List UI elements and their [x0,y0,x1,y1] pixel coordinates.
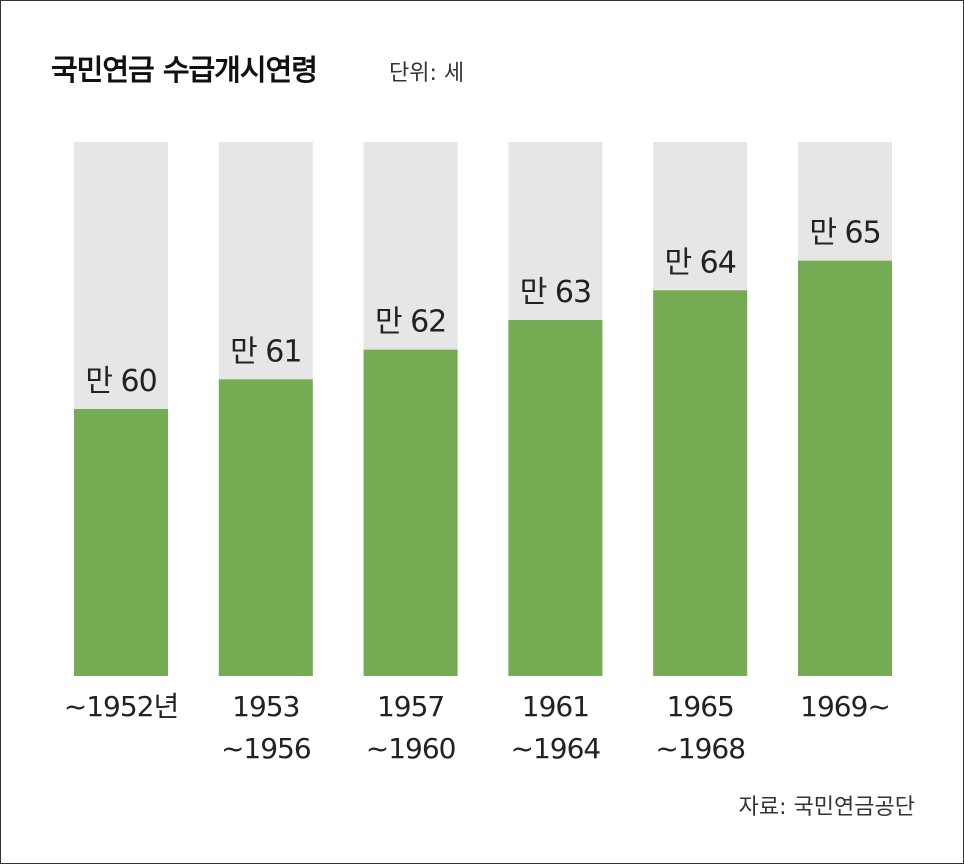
bar-value-label-3: 만 62 [375,305,446,340]
category-label-4-line-1: 1961 [522,690,589,723]
bar-3 [363,349,458,676]
bar-value-label-1: 만 60 [85,364,156,399]
category-label-3-line-1: 1957 [377,690,444,723]
category-label-2-line-1: 1953 [232,690,299,723]
source-note: 자료: 국민연금공단 [738,795,915,820]
bar-4 [508,320,603,676]
category-label-1-line-1: ~1952년 [64,690,178,723]
category-label-3-line-2: ~1960 [366,732,456,765]
category-label-5-line-1: 1965 [667,690,734,723]
chart-title: 국민연금 수급개시연령 [51,53,318,87]
bar-value-label-4: 만 63 [520,275,591,310]
bar-2 [218,379,313,676]
bar-value-label-5: 만 64 [665,245,736,280]
bar-1 [74,409,168,676]
bar-5 [653,290,748,676]
bar-value-label-6: 만 65 [809,216,880,251]
category-label-6-line-1: 1969~ [800,690,890,723]
category-label-4-line-2: ~1964 [511,732,601,765]
bar-value-label-2: 만 61 [230,334,301,369]
unit-label: 단위: 세 [389,61,465,86]
bar-6 [798,260,892,676]
category-label-2-line-2: ~1956 [221,732,311,765]
category-label-5-line-2: ~1968 [655,732,745,765]
